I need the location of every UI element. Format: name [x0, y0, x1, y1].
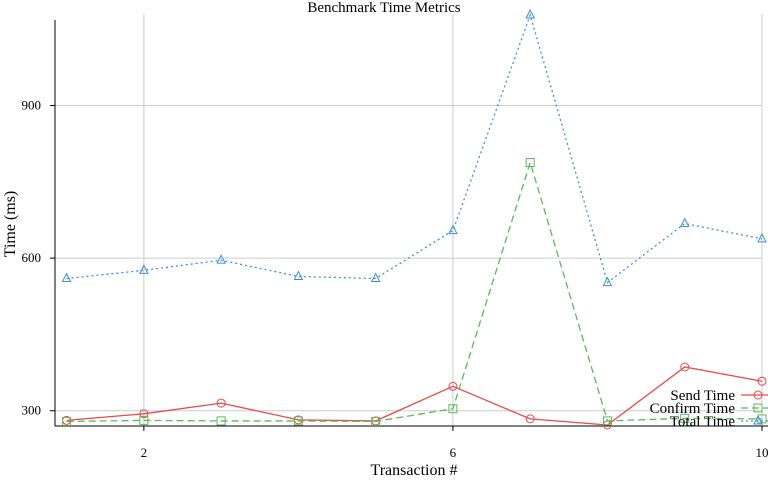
square-marker	[680, 413, 690, 423]
triangle-marker	[216, 254, 226, 264]
triangle-marker	[448, 224, 458, 235]
chart-title: Benchmark Time Metrics	[307, 0, 460, 16]
legend-item: Total Time	[670, 414, 768, 430]
x-tick-label: 10	[756, 445, 768, 460]
y-axis-label: Time (ms)	[2, 191, 19, 258]
circle-marker	[448, 381, 458, 391]
legend-label: Send Time	[670, 388, 735, 404]
x-tick-label: 2	[141, 445, 148, 460]
legend-item: Send Time	[670, 388, 768, 404]
circle-marker	[216, 398, 226, 408]
series-confirm-time	[62, 158, 767, 426]
axes: 2 6 10 300 600 900	[22, 20, 768, 460]
x-tick-label: 6	[450, 445, 457, 460]
circle-marker	[680, 362, 690, 372]
triangle-marker	[61, 272, 72, 282]
square-marker	[757, 414, 767, 424]
triangle-marker	[753, 414, 763, 425]
square-marker	[293, 416, 303, 426]
y-tick-label: 600	[22, 250, 42, 265]
triangle-marker	[602, 276, 613, 287]
legend-item: Confirm Time	[650, 401, 768, 417]
triangle-marker	[679, 217, 690, 228]
series-group	[61, 8, 767, 430]
square-marker	[62, 416, 72, 426]
triangle-marker	[139, 264, 149, 274]
square-marker	[139, 415, 149, 425]
series-line	[66, 160, 763, 423]
square-marker	[448, 404, 458, 414]
square-marker	[525, 158, 535, 168]
series-line	[66, 366, 763, 426]
y-tick-label: 900	[22, 98, 42, 113]
circle-marker	[139, 409, 149, 419]
circle-marker	[525, 414, 535, 424]
triangle-marker	[293, 270, 304, 280]
y-tick-label: 300	[22, 403, 42, 418]
triangle-marker	[757, 232, 767, 243]
x-axis-label: Transaction #	[371, 462, 458, 479]
square-marker	[371, 416, 381, 426]
triangle-marker	[525, 8, 536, 19]
square-marker	[216, 416, 226, 426]
circle-marker	[757, 376, 767, 386]
grid	[55, 14, 763, 426]
triangle-marker	[370, 272, 381, 282]
square-marker	[753, 403, 763, 413]
legend-label: Total Time	[670, 414, 736, 430]
series-total-time	[61, 8, 767, 287]
circle-marker	[753, 390, 763, 400]
square-marker	[602, 416, 612, 426]
legend-label: Confirm Time	[650, 401, 736, 417]
series-line	[66, 12, 763, 284]
